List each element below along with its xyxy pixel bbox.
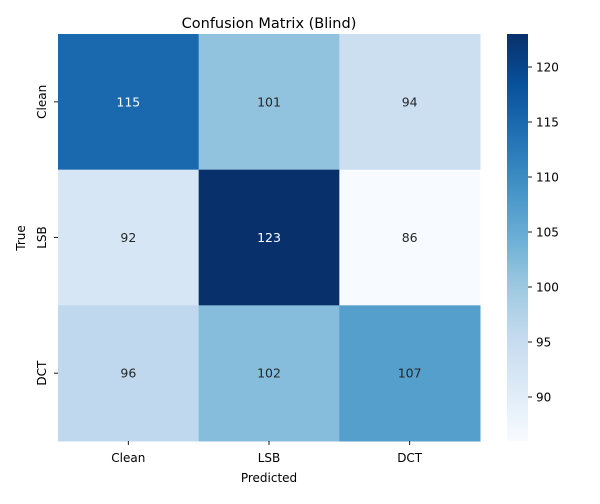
x-axis: Clean LSB DCT (111, 441, 423, 465)
colorbar-ticks: 90 95 100 105 110 115 120 (528, 61, 559, 405)
heatmap-cells (58, 34, 481, 442)
heatmap-cell-clean-dct (339, 34, 481, 171)
heatmap-cell-clean-clean (58, 34, 200, 171)
cell-value-label: 123 (257, 230, 281, 245)
colorbar-tick-label: 120 (536, 61, 559, 75)
colorbar-tick-label: 95 (536, 336, 551, 350)
heatmap-cell-dct-dct (339, 305, 481, 442)
cell-value-labels: 115 101 94 92 123 86 96 102 107 (116, 94, 421, 380)
heatmap-cell-dct-lsb (198, 305, 340, 442)
y-tick-label: Clean (35, 85, 49, 119)
heatmap-cell-lsb-dct (339, 169, 481, 306)
colorbar-gradient (507, 34, 528, 441)
cell-value-label: 94 (402, 94, 418, 109)
colorbar-tick-label: 115 (536, 116, 559, 130)
cell-value-label: 101 (257, 94, 281, 109)
heatmap-cell-lsb-clean (58, 169, 200, 306)
colorbar-tick-label: 110 (536, 171, 559, 185)
x-tick-label: Clean (111, 451, 145, 465)
x-tick-label: DCT (397, 451, 423, 465)
colorbar: 90 95 100 105 110 115 120 (507, 34, 559, 441)
heatmap-cell-dct-clean (58, 305, 200, 442)
heatmap-cell-lsb-lsb (198, 169, 340, 306)
colorbar-tick-label: 90 (536, 391, 551, 405)
y-tick-label: DCT (35, 360, 49, 386)
x-axis-label: Predicted (241, 471, 297, 485)
y-tick-label: LSB (35, 226, 49, 249)
cell-value-label: 92 (120, 230, 136, 245)
y-axis-label: True (14, 225, 28, 252)
x-tick-label: LSB (258, 451, 281, 465)
heatmap-cell-clean-lsb (198, 34, 340, 171)
cell-value-label: 86 (402, 230, 418, 245)
colorbar-tick-label: 100 (536, 281, 559, 295)
cell-value-label: 115 (116, 94, 140, 109)
colorbar-tick-label: 105 (536, 226, 559, 240)
cell-value-label: 96 (120, 366, 136, 381)
cell-value-label: 107 (398, 366, 422, 381)
chart-title: Confusion Matrix (Blind) (182, 16, 357, 32)
cell-value-label: 102 (257, 366, 281, 381)
y-axis: Clean LSB DCT (35, 85, 58, 386)
